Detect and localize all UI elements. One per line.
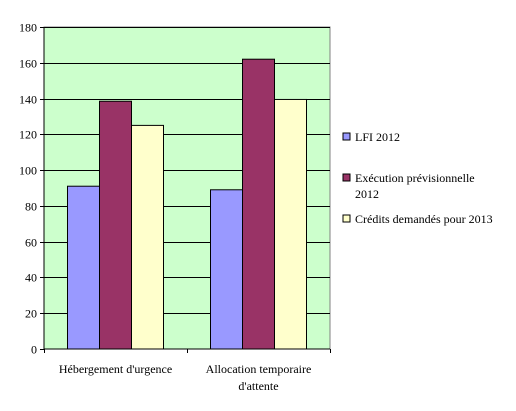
bar — [274, 98, 307, 350]
legend-swatch — [342, 132, 351, 141]
legend: LFI 2012 Exécution prévisionnelle 2012 Créd… — [342, 130, 493, 226]
legend-entry-label: Crédits demandés pour 2013 — [355, 212, 493, 226]
x-category-label: d'attente — [238, 379, 278, 393]
y-tick-label: 40 — [25, 271, 37, 285]
bar — [131, 124, 164, 350]
y-axis-ticks: 0 20 40 60 80 100 120 140 160 180 — [19, 21, 44, 357]
y-tick-label: 160 — [19, 57, 37, 71]
bar — [242, 58, 275, 350]
legend-entry-label: LFI 2012 — [355, 130, 400, 144]
bars — [67, 58, 307, 350]
y-tick-label: 100 — [19, 164, 37, 178]
x-category-label: Allocation temporaire — [206, 362, 312, 376]
y-tick-label: 140 — [19, 93, 37, 107]
y-tick-label: 60 — [25, 236, 37, 250]
bar — [67, 185, 100, 350]
x-category-label: Hébergement d'urgence — [59, 362, 172, 376]
bar — [210, 189, 243, 350]
legend-entry-label: 2012 — [355, 187, 379, 201]
y-tick-label: 0 — [31, 343, 37, 357]
y-tick-label: 20 — [25, 307, 37, 321]
bar — [99, 100, 132, 350]
y-tick-label: 80 — [25, 200, 37, 214]
legend-swatch — [342, 173, 351, 182]
legend-swatch — [342, 214, 351, 223]
y-tick-label: 180 — [19, 21, 37, 35]
legend-entry-label: Exécution prévisionnelle — [355, 171, 475, 185]
x-axis-labels: Hébergement d'urgence Allocation temporai… — [44, 349, 331, 393]
y-tick-label: 120 — [19, 128, 37, 142]
